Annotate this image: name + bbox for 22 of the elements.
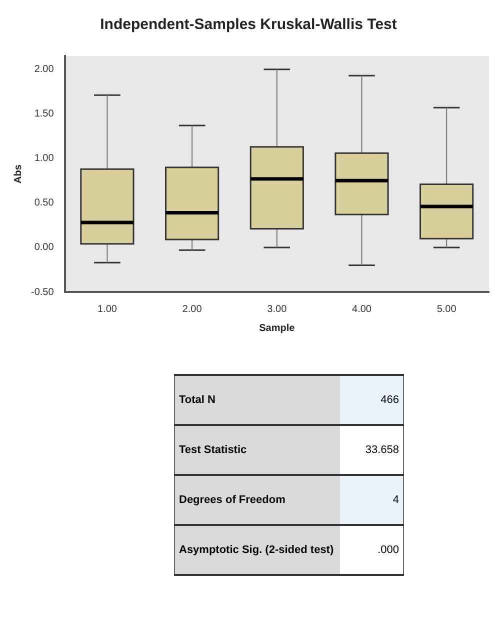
- x-tick-label: 2.00: [182, 304, 202, 315]
- chart-title: Independent-Samples Kruskal-Wallis Test: [100, 16, 397, 34]
- y-axis-title: Abs: [12, 164, 24, 184]
- y-tick-label: 1.00: [34, 153, 54, 164]
- text: 4: [340, 475, 404, 525]
- x-axis-title: Sample: [259, 322, 296, 334]
- x-tick-label: 5.00: [436, 304, 457, 315]
- x-tick-label: 1.00: [97, 304, 118, 315]
- text: .000: [340, 525, 404, 575]
- text: Test Statistic: [174, 425, 340, 475]
- y-tick-label: 0.50: [34, 198, 54, 209]
- text: Total N: [174, 375, 340, 425]
- text: 466: [340, 375, 404, 425]
- y-tick-label: 2.00: [34, 64, 54, 76]
- y-tick-label: 0.00: [34, 242, 54, 254]
- text: Asymptotic Sig. (2-sided test): [174, 525, 340, 575]
- x-tick-label: 4.00: [352, 304, 372, 315]
- text: 33.658: [340, 425, 404, 475]
- y-tick-label: 1.50: [34, 108, 54, 120]
- y-tick-label: -0.50: [30, 286, 54, 298]
- x-tick-label: 3.00: [267, 304, 288, 315]
- text: Degrees of Freedom: [174, 475, 340, 525]
